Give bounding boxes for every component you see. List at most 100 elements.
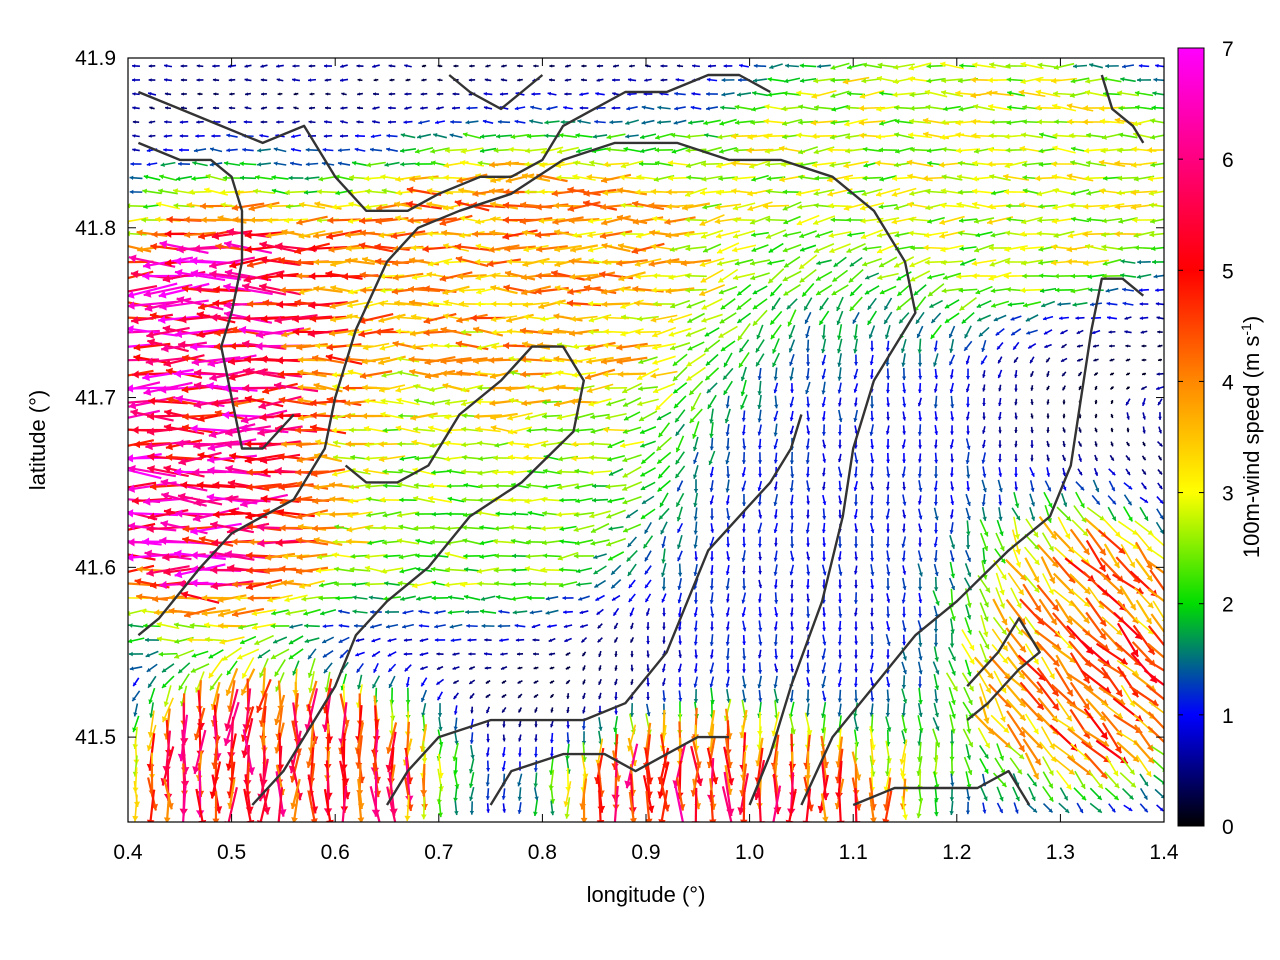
- wind-arrow: [273, 147, 287, 153]
- wind-arrow: [305, 162, 319, 167]
- wind-arrow: [128, 300, 177, 310]
- wind-arrow: [166, 396, 202, 407]
- wind-arrow: [279, 286, 313, 294]
- wind-arrow: [297, 369, 327, 378]
- wind-arrow: [146, 426, 190, 436]
- colorbar-tick-label: 3: [1222, 483, 1234, 506]
- x-tick-label: 0.6: [321, 841, 350, 864]
- wind-arrow: [245, 579, 283, 591]
- wind-arrow: [284, 217, 308, 224]
- wind-arrow: [191, 650, 209, 658]
- wind-arrow: [296, 343, 328, 351]
- wind-arrow: [161, 675, 175, 689]
- wind-arrow: [229, 92, 235, 96]
- wind-arrow: [264, 552, 296, 561]
- wind-arrow: [179, 134, 189, 138]
- wind-arrow: [128, 564, 155, 573]
- wind-arrow: [163, 147, 173, 152]
- wind-arrow: [128, 301, 154, 309]
- wind-arrow: [161, 663, 175, 673]
- wind-arrow: [312, 230, 344, 239]
- wind-arrow: [132, 677, 140, 687]
- wind-arrow: [132, 92, 140, 96]
- plot-background: [128, 58, 1164, 822]
- wind-arrow: [208, 256, 256, 270]
- wind-arrow: [148, 397, 188, 406]
- wind-arrow: [143, 496, 193, 506]
- wind-arrow: [208, 423, 256, 439]
- wind-arrow: [128, 637, 145, 644]
- wind-arrow: [260, 120, 268, 124]
- wind-arrow: [143, 204, 161, 210]
- wind-arrow: [129, 666, 143, 671]
- wind-arrow: [179, 120, 189, 124]
- wind-arrow: [192, 160, 208, 167]
- wind-arrow: [260, 64, 268, 68]
- wind-arrow: [196, 120, 204, 124]
- wind-arrow: [183, 606, 217, 618]
- wind-arrow: [209, 673, 223, 691]
- x-tick-label: 1.0: [735, 841, 764, 864]
- wind-arrow: [257, 649, 271, 659]
- wind-arrow: [212, 78, 220, 82]
- wind-arrow: [149, 106, 155, 110]
- wind-arrow: [308, 120, 316, 124]
- x-tick-label: 0.8: [528, 841, 557, 864]
- wind-arrow: [211, 134, 221, 138]
- wind-arrow: [196, 64, 204, 68]
- wind-arrow: [295, 536, 329, 546]
- wind-arrow: [292, 64, 300, 68]
- wind-arrow: [309, 314, 347, 323]
- wind-arrow: [178, 148, 190, 152]
- wind-arrow: [208, 657, 224, 679]
- wind-arrow: [181, 92, 187, 96]
- wind-arrow: [308, 64, 316, 68]
- wind-arrow: [132, 148, 140, 152]
- wind-arrow: [163, 685, 172, 707]
- wind-arrow: [288, 648, 304, 660]
- wind-arrow: [128, 651, 144, 657]
- wind-arrow: [148, 134, 156, 138]
- wind-arrow: [147, 675, 157, 689]
- wind-arrow: [212, 64, 220, 68]
- wind-arrow: [284, 189, 308, 196]
- wind-arrow: [316, 188, 340, 195]
- wind-arrow: [163, 134, 173, 138]
- wind-arrow: [197, 106, 203, 110]
- wind-arrow: [244, 92, 252, 96]
- wind-arrow: [228, 106, 236, 110]
- wind-arrow: [274, 694, 286, 726]
- wind-arrow: [132, 64, 140, 68]
- wind-arrow: [289, 161, 303, 166]
- wind-arrow: [196, 327, 236, 339]
- wind-arrow: [270, 648, 290, 660]
- wind-arrow: [308, 106, 316, 110]
- wind-arrow: [132, 106, 140, 110]
- wind-arrow: [145, 650, 159, 658]
- wind-arrow: [143, 174, 161, 181]
- wind-arrow: [182, 525, 218, 533]
- wind-arrow: [178, 161, 190, 167]
- wind-arrow: [197, 92, 203, 96]
- wind-arrow: [274, 659, 286, 677]
- wind-arrow: [145, 356, 191, 366]
- wind-arrow: [128, 468, 162, 480]
- wind-arrow: [291, 134, 301, 139]
- wind-arrow: [180, 64, 188, 68]
- wind-arrow: [298, 201, 326, 209]
- wind-arrow: [221, 646, 243, 662]
- wind-arrow: [164, 120, 172, 124]
- wind-arrow: [174, 328, 226, 339]
- wind-arrow: [314, 201, 342, 210]
- wind-arrow: [271, 174, 289, 180]
- wind-arrow: [295, 566, 329, 575]
- wind-arrow: [325, 92, 331, 96]
- wind-arrow: [195, 134, 205, 138]
- wind-arrow: [143, 381, 193, 396]
- x-tick-label: 1.3: [1046, 841, 1075, 864]
- wind-arrow: [130, 313, 174, 325]
- x-tick-label: 1.1: [839, 841, 868, 864]
- colorbar-tick-label: 7: [1222, 38, 1234, 61]
- wind-arrow: [146, 663, 158, 673]
- colorbar-label-superscript: -1: [1238, 323, 1254, 336]
